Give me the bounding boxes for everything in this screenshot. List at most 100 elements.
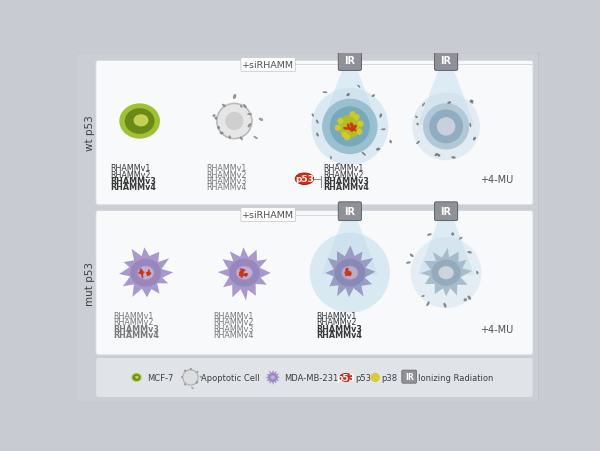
Ellipse shape — [316, 133, 319, 137]
Text: +4-MU: +4-MU — [480, 324, 513, 334]
FancyBboxPatch shape — [96, 211, 533, 355]
Text: p53: p53 — [337, 373, 355, 382]
Circle shape — [429, 110, 463, 144]
Polygon shape — [322, 219, 378, 275]
Ellipse shape — [451, 157, 456, 159]
Ellipse shape — [240, 137, 243, 141]
Ellipse shape — [131, 373, 142, 382]
Circle shape — [310, 233, 390, 313]
Ellipse shape — [197, 371, 199, 373]
Ellipse shape — [358, 86, 361, 88]
Ellipse shape — [247, 114, 252, 116]
Ellipse shape — [135, 376, 139, 379]
Ellipse shape — [190, 368, 192, 370]
FancyBboxPatch shape — [338, 202, 361, 221]
Text: RHAMMv2: RHAMMv2 — [317, 318, 357, 327]
Ellipse shape — [443, 303, 446, 308]
Text: IR: IR — [405, 372, 413, 381]
Text: RHAMMv2: RHAMMv2 — [113, 318, 154, 327]
Ellipse shape — [229, 259, 260, 287]
Ellipse shape — [241, 270, 244, 274]
Ellipse shape — [379, 114, 382, 119]
Circle shape — [410, 238, 482, 308]
Text: RHAMMv4: RHAMMv4 — [214, 330, 254, 339]
Circle shape — [344, 135, 350, 141]
Text: IR: IR — [344, 56, 355, 66]
Ellipse shape — [427, 302, 430, 306]
Ellipse shape — [240, 106, 242, 109]
Circle shape — [217, 104, 252, 139]
FancyBboxPatch shape — [402, 370, 416, 383]
Text: RHAMMv1: RHAMMv1 — [113, 312, 154, 321]
Ellipse shape — [344, 272, 349, 274]
Ellipse shape — [141, 272, 143, 279]
Ellipse shape — [184, 370, 187, 372]
Ellipse shape — [467, 252, 472, 254]
Ellipse shape — [239, 271, 245, 273]
Polygon shape — [119, 248, 173, 298]
Ellipse shape — [476, 271, 478, 275]
Ellipse shape — [244, 274, 247, 277]
Ellipse shape — [134, 115, 148, 127]
Text: RHAMMv1: RHAMMv1 — [110, 164, 151, 173]
Ellipse shape — [138, 272, 145, 275]
Ellipse shape — [427, 234, 432, 236]
Ellipse shape — [236, 267, 253, 280]
Text: Apoptotic Cell: Apoptotic Cell — [201, 373, 260, 382]
Text: RHAMMv4: RHAMMv4 — [206, 182, 246, 191]
Ellipse shape — [295, 174, 314, 185]
FancyBboxPatch shape — [76, 53, 539, 402]
Ellipse shape — [464, 299, 467, 302]
Ellipse shape — [473, 138, 476, 141]
Ellipse shape — [254, 137, 258, 140]
Polygon shape — [265, 370, 280, 385]
Ellipse shape — [437, 155, 440, 157]
Text: RHAMMv4: RHAMMv4 — [323, 182, 369, 191]
Ellipse shape — [347, 124, 350, 130]
Ellipse shape — [212, 115, 215, 118]
Circle shape — [437, 118, 455, 136]
Text: +siRHAMM: +siRHAMM — [242, 61, 294, 70]
Ellipse shape — [351, 128, 357, 132]
Ellipse shape — [345, 272, 350, 276]
Ellipse shape — [340, 374, 352, 382]
Ellipse shape — [146, 272, 149, 275]
Ellipse shape — [322, 92, 328, 94]
Polygon shape — [418, 219, 474, 275]
Text: Ionizing Radiation: Ionizing Radiation — [418, 373, 493, 382]
Ellipse shape — [240, 272, 244, 278]
Text: RHAMMv4: RHAMMv4 — [317, 330, 362, 339]
Ellipse shape — [214, 117, 217, 120]
Ellipse shape — [196, 381, 198, 384]
Text: RHAMMv1: RHAMMv1 — [323, 164, 363, 173]
Circle shape — [335, 125, 341, 132]
Text: RHAMMv1: RHAMMv1 — [317, 312, 357, 321]
Circle shape — [350, 112, 356, 118]
Ellipse shape — [343, 128, 349, 130]
Ellipse shape — [271, 376, 275, 379]
Ellipse shape — [316, 120, 319, 124]
Text: MDA-MB-231: MDA-MB-231 — [284, 373, 338, 382]
Text: p38: p38 — [382, 373, 398, 382]
FancyBboxPatch shape — [241, 208, 296, 222]
Ellipse shape — [389, 141, 392, 144]
Text: RHAMMv3: RHAMMv3 — [323, 176, 369, 185]
Text: RHAMMv3: RHAMMv3 — [113, 324, 160, 333]
Polygon shape — [322, 69, 378, 125]
FancyBboxPatch shape — [434, 53, 458, 71]
Ellipse shape — [346, 268, 348, 272]
Ellipse shape — [248, 124, 251, 128]
Ellipse shape — [346, 271, 350, 273]
Ellipse shape — [350, 123, 353, 128]
Ellipse shape — [242, 273, 248, 276]
Text: RHAMMv3: RHAMMv3 — [317, 324, 362, 333]
Circle shape — [356, 129, 362, 136]
Ellipse shape — [125, 109, 155, 134]
Circle shape — [225, 113, 244, 131]
Text: RHAMMv1: RHAMMv1 — [206, 164, 246, 173]
Text: MCF-7: MCF-7 — [148, 373, 174, 382]
Text: RHAMMv3: RHAMMv3 — [110, 176, 156, 185]
Ellipse shape — [448, 102, 451, 105]
Ellipse shape — [470, 100, 473, 103]
Ellipse shape — [146, 272, 151, 276]
